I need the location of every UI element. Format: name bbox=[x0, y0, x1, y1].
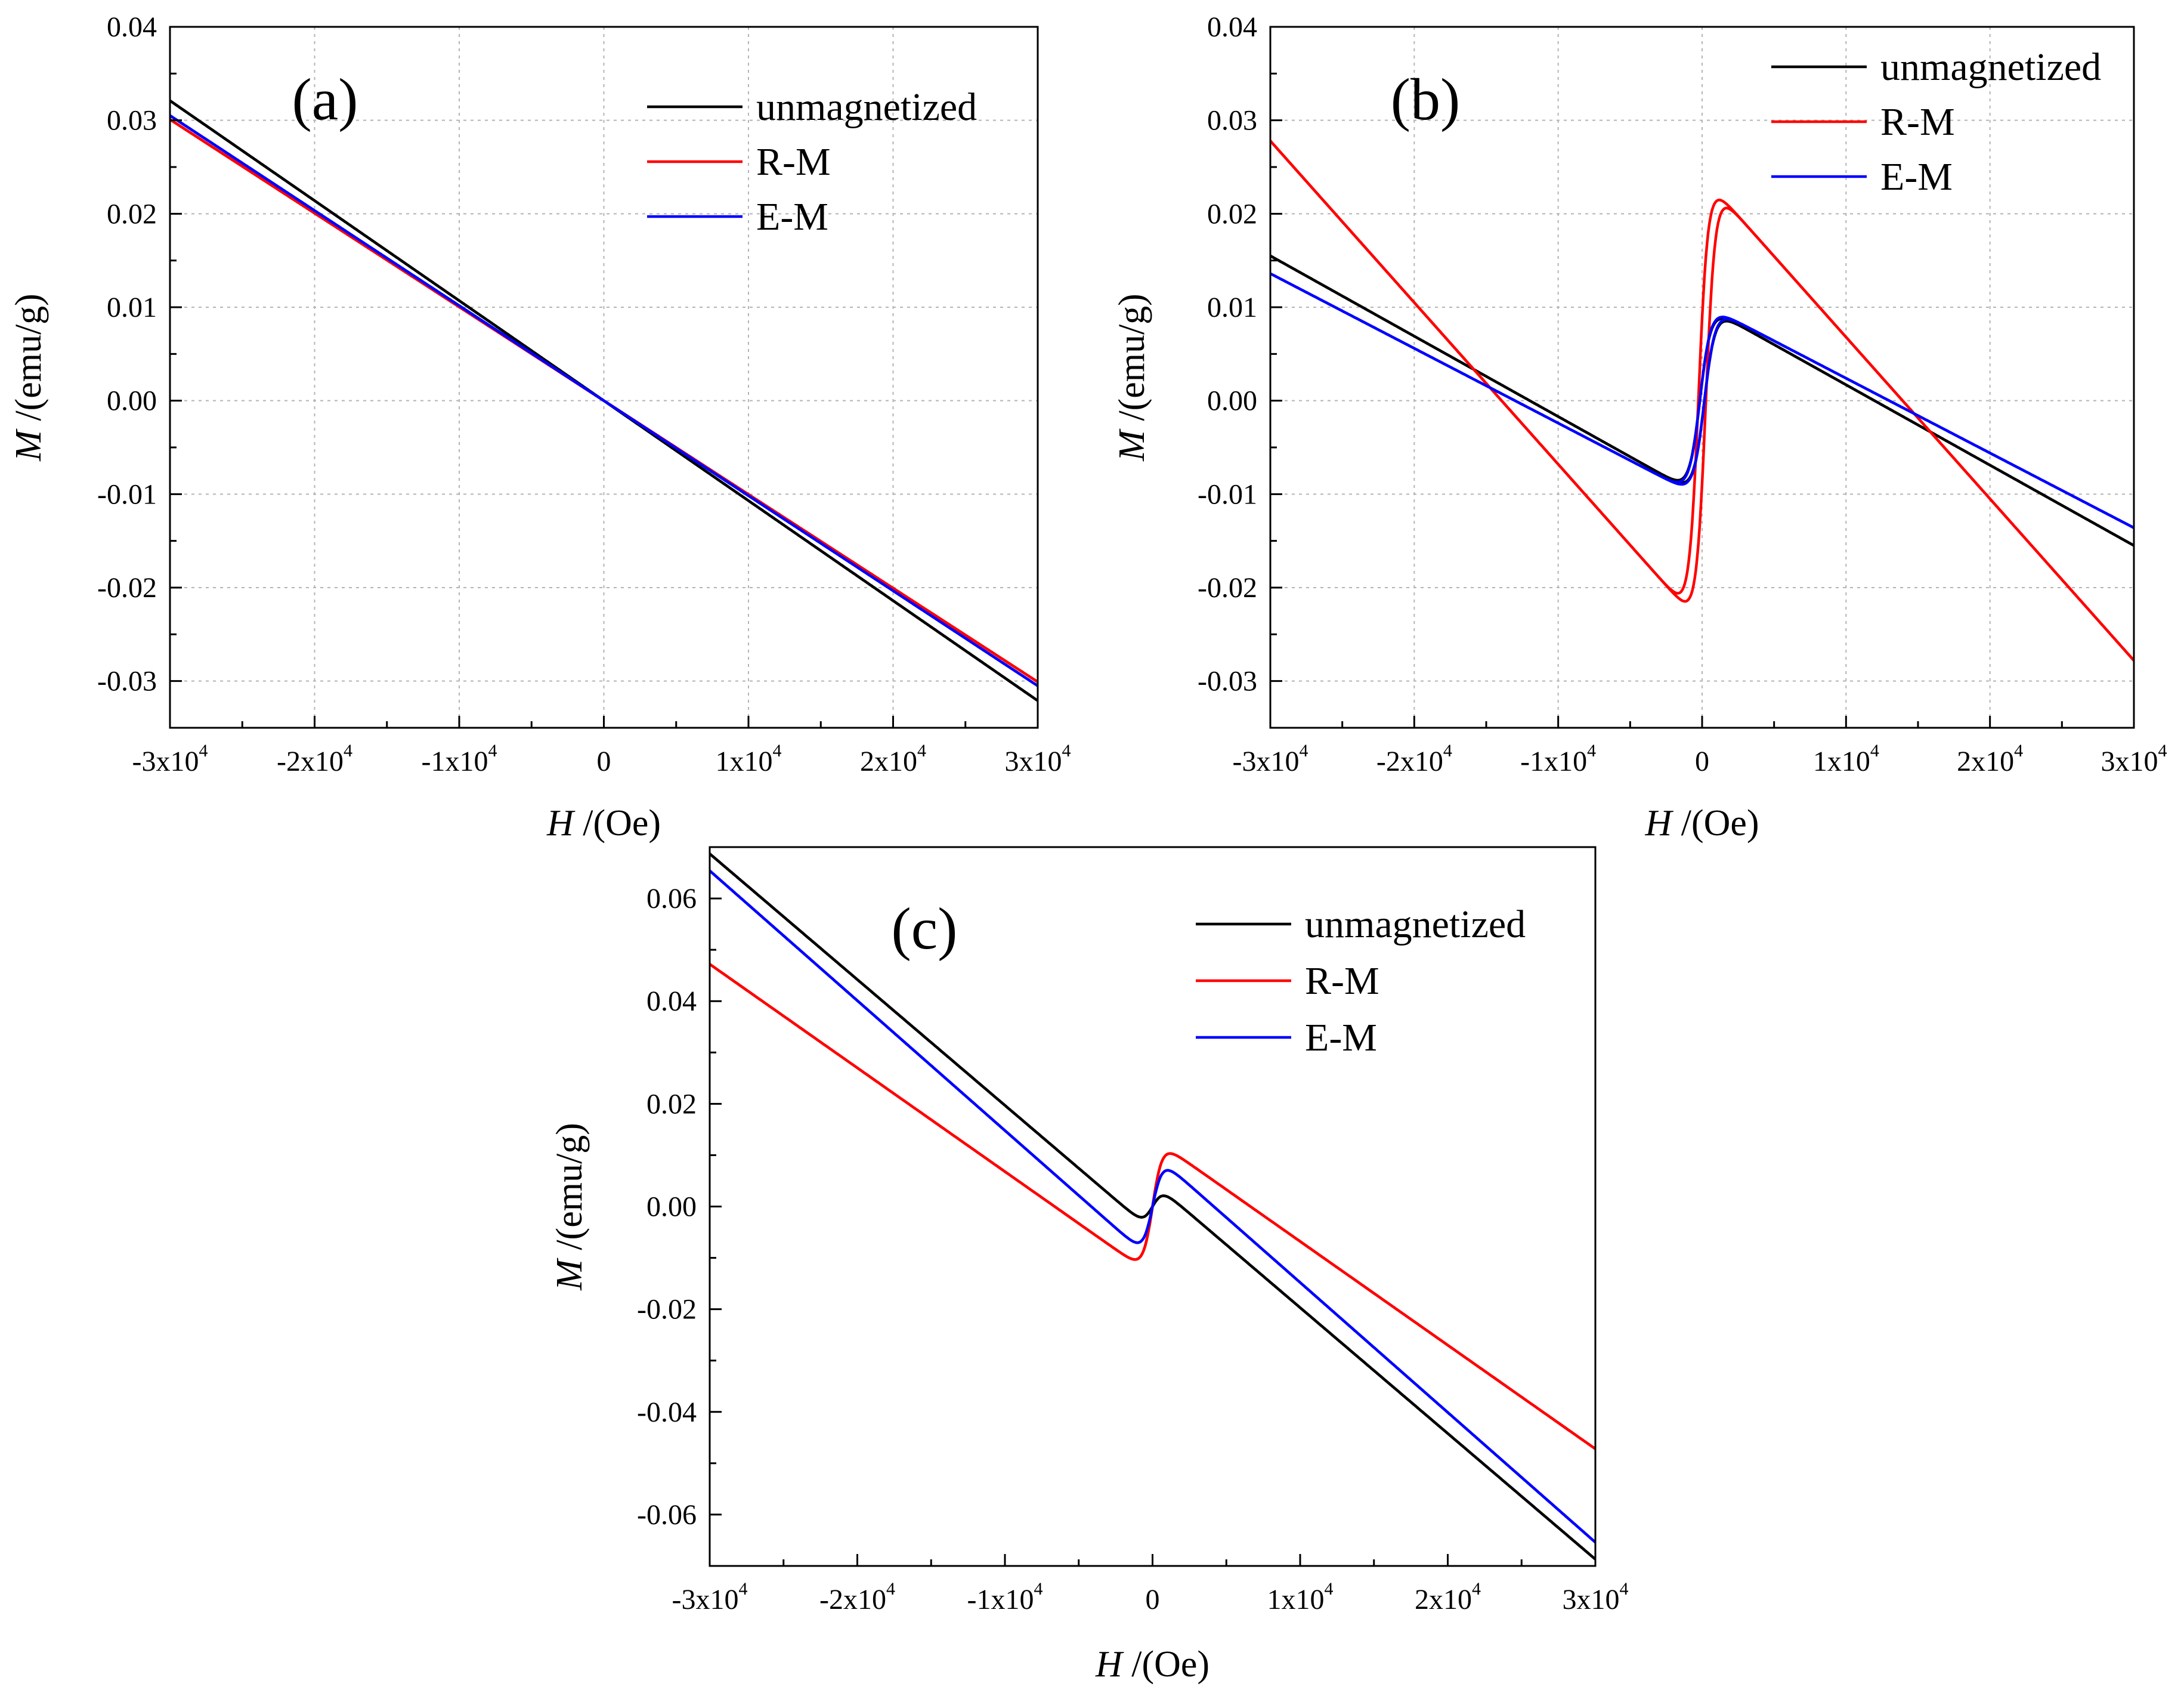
x-tick-label-6: 3x104 bbox=[1005, 741, 1071, 777]
x-tick-label-2: -1x104 bbox=[422, 741, 497, 777]
x-tick-label-3: 0 bbox=[1695, 746, 1709, 777]
chart-panel-b: -3x104 -2x104 -1x104 0 1x104 2x104 3x104 0.04 0.… bbox=[1112, 11, 2167, 844]
y-tick-label-1: 0.03 bbox=[1207, 105, 1257, 137]
legend-label-e-m: E-M bbox=[756, 195, 828, 239]
x-tick-label-2: -1x104 bbox=[967, 1579, 1043, 1615]
x-tick-label-0: -3x104 bbox=[1233, 741, 1308, 777]
y-tick-label-6: -0.02 bbox=[97, 572, 157, 604]
x-tick-label-1: -2x104 bbox=[819, 1579, 895, 1615]
series-line-r-m-ascending bbox=[1269, 140, 2135, 662]
legend-label-unmagnetized: unmagnetized bbox=[756, 85, 977, 129]
y-tick-label-0: 0.04 bbox=[1207, 11, 1257, 43]
chart-panel-c: -3x104 -2x104 -1x104 0 1x104 2x104 3x104 0.06 0.… bbox=[549, 846, 1629, 1685]
panel-label: (a) bbox=[292, 66, 358, 132]
panel-label: (b) bbox=[1391, 66, 1461, 132]
legend-label-unmagnetized: unmagnetized bbox=[1305, 903, 1526, 946]
panel-label: (c) bbox=[892, 895, 958, 962]
x-tick-label-4: 1x104 bbox=[1813, 741, 1879, 777]
x-tick-label-6: 3x104 bbox=[2101, 741, 2167, 777]
series-e-m bbox=[1269, 272, 2134, 529]
y-tick-label-5: -0.01 bbox=[1198, 478, 1257, 510]
series-e-m bbox=[169, 114, 1039, 687]
series-line-e-m-ascending bbox=[709, 869, 1597, 1544]
series-line-e-m-ascending bbox=[1269, 272, 2134, 529]
y-axis-title: M /(emu/g) bbox=[8, 294, 49, 462]
legend-label-unmagnetized: unmagnetized bbox=[1880, 45, 2101, 89]
y-tick-label-3: 0.00 bbox=[646, 1191, 697, 1223]
y-tick-label-0: 0.04 bbox=[107, 11, 157, 43]
x-tick-label-5: 2x104 bbox=[1415, 1579, 1481, 1615]
y-tick-label-3: 0.01 bbox=[1207, 292, 1257, 323]
chart-panel-a: -3x104 -2x104 -1x104 0 1x104 2x104 3x104 0.04 0.… bbox=[8, 11, 1071, 844]
y-axis-title: M /(emu/g) bbox=[1112, 294, 1152, 462]
y-tick-label-0: 0.06 bbox=[646, 883, 697, 915]
legend: unmagnetized R-M E-M bbox=[1771, 45, 2101, 199]
x-tick-label-1: -2x104 bbox=[277, 741, 352, 777]
y-tick-label-7: -0.03 bbox=[1198, 666, 1257, 697]
ticks bbox=[709, 846, 1597, 1567]
y-tick-label-7: -0.03 bbox=[97, 666, 157, 697]
y-tick-label-5: -0.01 bbox=[97, 478, 157, 510]
y-tick-label-5: -0.04 bbox=[637, 1397, 697, 1428]
y-tick-label-4: 0.00 bbox=[107, 385, 157, 417]
y-tick-label-3: 0.01 bbox=[107, 292, 157, 323]
y-tick-label-4: -0.02 bbox=[637, 1294, 697, 1326]
x-tick-label-3: 0 bbox=[597, 746, 611, 777]
x-tick-label-2: -1x104 bbox=[1520, 741, 1596, 777]
y-tick-label-6: -0.06 bbox=[637, 1499, 697, 1531]
series-line-e-m-ascending bbox=[169, 114, 1039, 687]
legend-label-r-m: R-M bbox=[1305, 959, 1379, 1003]
y-tick-label-2: 0.02 bbox=[646, 1088, 697, 1120]
ticks bbox=[169, 26, 1039, 729]
x-tick-label-4: 1x104 bbox=[716, 741, 782, 777]
x-tick-label-5: 2x104 bbox=[1957, 741, 2023, 777]
x-tick-label-0: -3x104 bbox=[672, 1579, 748, 1615]
y-tick-label-6: -0.02 bbox=[1198, 572, 1257, 604]
x-tick-label-1: -2x104 bbox=[1376, 741, 1452, 777]
series-e-m bbox=[709, 869, 1597, 1544]
legend-label-r-m: R-M bbox=[1880, 100, 1955, 144]
x-tick-label-4: 1x104 bbox=[1267, 1579, 1334, 1615]
x-axis-title: H /(Oe) bbox=[1095, 1644, 1209, 1685]
y-tick-label-1: 0.03 bbox=[107, 105, 157, 137]
y-tick-label-2: 0.02 bbox=[107, 198, 157, 230]
y-tick-label-4: 0.00 bbox=[1207, 385, 1257, 417]
x-axis-title: H /(Oe) bbox=[546, 803, 661, 844]
legend: unmagnetized R-M E-M bbox=[647, 85, 977, 239]
x-tick-label-3: 0 bbox=[1146, 1584, 1160, 1615]
x-axis-title: H /(Oe) bbox=[1644, 803, 1759, 844]
legend-label-e-m: E-M bbox=[1305, 1016, 1377, 1059]
ticks bbox=[1269, 26, 2135, 729]
x-tick-label-6: 3x104 bbox=[1563, 1579, 1629, 1615]
legend-label-e-m: E-M bbox=[1880, 155, 1953, 199]
x-tick-label-0: -3x104 bbox=[132, 741, 208, 777]
series-r-m bbox=[1269, 140, 2135, 662]
legend: unmagnetized R-M E-M bbox=[1196, 903, 1526, 1059]
legend-label-r-m: R-M bbox=[756, 140, 831, 184]
y-tick-label-2: 0.02 bbox=[1207, 198, 1257, 230]
y-axis-title: M /(emu/g) bbox=[549, 1123, 590, 1291]
x-tick-label-5: 2x104 bbox=[860, 741, 926, 777]
y-tick-label-1: 0.04 bbox=[646, 985, 697, 1017]
